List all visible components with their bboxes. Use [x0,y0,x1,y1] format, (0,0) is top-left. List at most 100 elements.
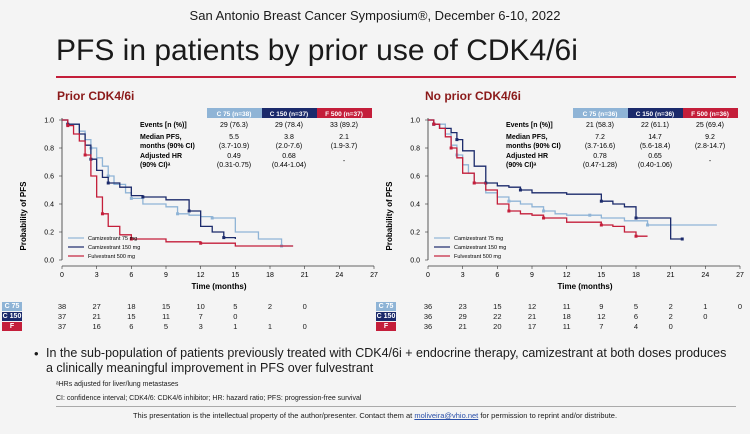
risk-table-prior: C 75 38 27 18 15 10 5 2 0 C 150 37 21 15 11 7 0 F 37 16 6 5 3… [0,302,380,332]
risk-value-c150: 29 [458,312,467,321]
risk-value-c75: 15 [161,302,171,311]
risk-value-c150: 15 [127,312,136,321]
km-curve-c150 [428,119,683,240]
x-tick-label: 21 [301,272,309,279]
risk-value-c75: 38 [57,302,67,311]
legend-c75: Camizestrant 75 mg [454,236,503,242]
y-tick-label: 0.0 [44,258,54,265]
x-tick-label: 27 [370,272,378,279]
risk-value-f500: 1 [233,322,238,331]
censor-mark-f500 [449,146,453,150]
events-c75: 29 (76.3) [220,122,248,129]
risk-label-f500: F [376,322,396,331]
disclaimer-text: This presentation is the intellectual pr… [132,411,415,420]
row-label-hr-2: (90% CI)ᵃ [506,162,537,169]
censor-mark-f500 [66,124,70,128]
x-tick-label: 3 [461,272,465,279]
table-header-f500: F 500 (n=36) [691,111,729,118]
mpfs-ci-c75: (3.7-10.9) [219,143,249,150]
legend-f500: Fulvestrant 500 mg [454,254,501,260]
x-tick-label: 24 [701,272,709,279]
risk-table-no-prior: C 75 36 23 15 12 11 9 5 2 1 0 C 150 36 29 22 21 18 12 6 2 0 F… [366,302,750,332]
risk-value-c150: 2 [668,312,673,321]
risk-value-f500: 7 [599,322,604,331]
x-tick-label: 9 [164,272,168,279]
x-tick-label: 0 [426,272,430,279]
x-tick-label: 3 [95,272,99,279]
legend: Camizestrant 75 mg Camizestrant 150 mg F… [434,236,506,260]
footnote-hr: ᵃHRs adjusted for liver/lung metastases [56,381,179,388]
risk-value-f500: 21 [458,322,467,331]
row-label-hr: Adjusted HR [506,153,548,160]
footer-divider [56,406,736,407]
risk-value-f500: 20 [493,322,502,331]
mpfs-c75: 7.2 [595,134,605,141]
legend-c75: Camizestrant 75 mg [88,236,137,242]
km-chart-no-prior: Probability of PFS Time (months) 0.0 0.2 0… [385,108,744,291]
risk-value-f500: 5 [163,322,169,331]
censor-mark-f500 [634,234,638,238]
risk-value-c75: 0 [737,302,743,311]
mpfs-f500: 2.1 [339,134,349,141]
km-curve-c150 [62,119,236,239]
risk-value-c150: 22 [493,312,502,321]
risk-value-f500: 3 [198,322,203,331]
hr-c75: 0.49 [227,153,241,160]
row-label-events: Events [n (%)] [140,122,187,129]
mpfs-ci-f500: (1.9-3.7) [331,143,357,150]
row-label-events: Events [n (%)] [506,122,553,129]
hr-ci-c75: (0.31-0.75) [217,162,251,169]
contact-email-link[interactable]: moliveira@vhio.net [414,411,479,420]
conclusion-bullet: In the sub-population of patients previo… [46,346,727,375]
mpfs-ci-c150: (5.6-18.4) [640,143,670,150]
x-tick-label: 27 [736,272,744,279]
x-tick-label: 6 [495,272,499,279]
censor-mark-c150 [141,195,145,199]
risk-value-f500: 4 [633,322,639,331]
censor-mark-c75 [176,212,180,216]
legend-c150: Camizestrant 150 mg [454,245,506,251]
row-label-hr: Adjusted HR [140,153,182,160]
censor-mark-c150 [634,216,638,220]
censor-mark-f500 [542,216,546,220]
hr-ci-c75: (0.47-1.28) [583,162,617,169]
y-tick-label: 0.2 [44,230,54,237]
hr-f500: - [343,158,346,165]
risk-value-c150: 6 [633,312,639,321]
risk-value-c75: 27 [92,302,101,311]
hr-c150: 0.68 [282,153,296,160]
risk-label-c75: C 75 [376,302,396,311]
risk-value-c75: 5 [233,302,238,311]
censor-mark-c150 [187,209,191,213]
km-curve-f500 [428,119,648,237]
risk-value-c150: 0 [233,312,238,321]
risk-label-c150: C 150 [376,312,396,321]
y-tick-label: 1.0 [44,118,54,125]
censor-mark-f500 [432,122,436,126]
risk-value-c75: 2 [267,302,273,311]
risk-label-c150: C 150 [2,312,22,321]
events-c150: 22 (61.1) [641,122,669,129]
hr-ci-c150: (0.40-1.06) [638,162,672,169]
table-header-c150: C 150 (n=37) [270,111,308,118]
y-tick-label: 0.0 [410,258,420,265]
risk-value-c150: 21 [92,312,101,321]
table-header-c75: C 75 (n=38) [217,111,252,118]
censor-mark-f500 [472,181,476,185]
x-tick-label: 12 [197,272,205,279]
censor-mark-c75 [210,216,214,220]
row-label-mpfs: Median PFS, [140,134,182,141]
risk-value-c75: 15 [493,302,502,311]
risk-value-f500: 17 [527,322,537,331]
risk-value-f500: 11 [562,322,571,331]
x-axis-label: Time (months) [558,282,613,291]
disclaimer-text-end: for permission to reprint and/or distrib… [478,411,618,420]
risk-value-f500: 37 [57,322,67,331]
x-tick-label: 24 [335,272,343,279]
censor-mark-c75 [542,209,546,213]
row-label-mpfs-2: months (90% CI) [506,143,561,150]
risk-value-c75: 11 [562,302,571,311]
censor-mark-c75 [646,223,650,227]
events-c75: 21 (58.3) [586,122,614,129]
mpfs-c150: 14.7 [648,134,662,141]
